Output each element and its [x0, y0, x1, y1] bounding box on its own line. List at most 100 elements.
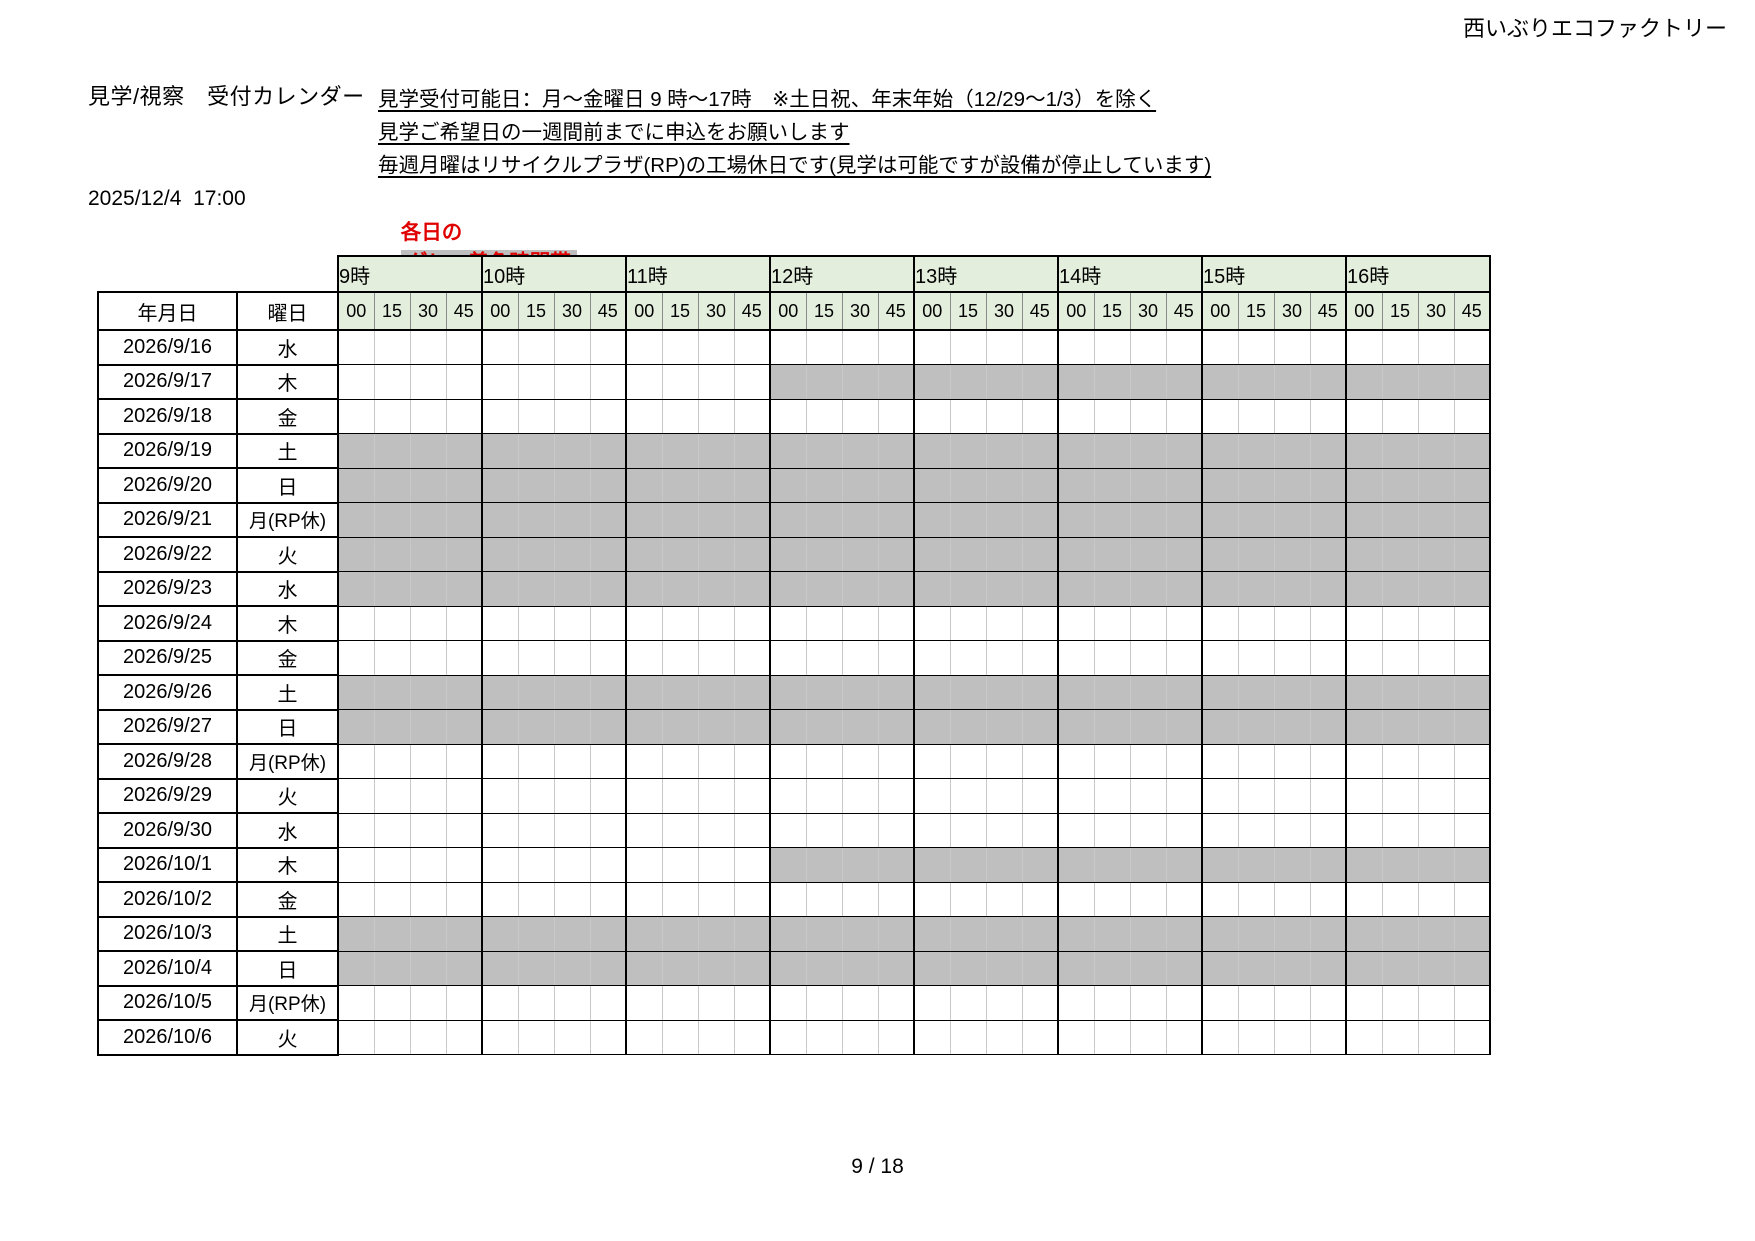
slot-cell-available[interactable]: [841, 881, 878, 917]
slot-cell-available[interactable]: [589, 1019, 626, 1055]
slot-cell-available[interactable]: [913, 985, 950, 1021]
slot-cell-available[interactable]: [1201, 812, 1238, 848]
slot-cell-available[interactable]: [877, 605, 914, 641]
slot-cell-available[interactable]: [553, 329, 590, 365]
slot-cell-available[interactable]: [517, 364, 554, 400]
slot-cell-available[interactable]: [1201, 778, 1238, 814]
slot-cell-available[interactable]: [949, 812, 986, 848]
slot-cell-available[interactable]: [1309, 812, 1346, 848]
slot-cell-available[interactable]: [877, 881, 914, 917]
slot-cell-available[interactable]: [1057, 881, 1094, 917]
slot-cell-available[interactable]: [661, 881, 698, 917]
slot-cell-available[interactable]: [517, 812, 554, 848]
slot-cell-available[interactable]: [1057, 640, 1094, 676]
slot-cell-available[interactable]: [661, 743, 698, 779]
slot-cell-available[interactable]: [1273, 605, 1310, 641]
slot-cell-available[interactable]: [553, 985, 590, 1021]
slot-cell-available[interactable]: [337, 605, 374, 641]
slot-cell-available[interactable]: [337, 640, 374, 676]
slot-cell-available[interactable]: [841, 743, 878, 779]
slot-cell-available[interactable]: [1129, 743, 1166, 779]
slot-cell-available[interactable]: [373, 605, 410, 641]
slot-cell-available[interactable]: [841, 778, 878, 814]
slot-cell-available[interactable]: [1345, 398, 1382, 434]
slot-cell-available[interactable]: [1381, 985, 1418, 1021]
slot-cell-available[interactable]: [697, 847, 734, 883]
slot-cell-available[interactable]: [1201, 605, 1238, 641]
slot-cell-available[interactable]: [625, 640, 662, 676]
slot-cell-available[interactable]: [985, 743, 1022, 779]
slot-cell-available[interactable]: [697, 778, 734, 814]
slot-cell-available[interactable]: [661, 985, 698, 1021]
slot-cell-available[interactable]: [1309, 778, 1346, 814]
slot-cell-available[interactable]: [337, 847, 374, 883]
slot-cell-available[interactable]: [733, 364, 770, 400]
slot-cell-available[interactable]: [769, 881, 806, 917]
slot-cell-available[interactable]: [1201, 329, 1238, 365]
slot-cell-available[interactable]: [877, 640, 914, 676]
slot-cell-available[interactable]: [553, 812, 590, 848]
slot-cell-available[interactable]: [373, 640, 410, 676]
slot-cell-available[interactable]: [697, 329, 734, 365]
slot-cell-available[interactable]: [1237, 743, 1274, 779]
slot-cell-available[interactable]: [625, 1019, 662, 1055]
slot-cell-available[interactable]: [481, 812, 518, 848]
slot-cell-available[interactable]: [697, 985, 734, 1021]
slot-cell-available[interactable]: [1381, 329, 1418, 365]
slot-cell-available[interactable]: [553, 398, 590, 434]
slot-cell-available[interactable]: [1021, 398, 1058, 434]
slot-cell-available[interactable]: [589, 881, 626, 917]
slot-cell-available[interactable]: [1129, 778, 1166, 814]
slot-cell-available[interactable]: [1057, 743, 1094, 779]
slot-cell-available[interactable]: [1345, 812, 1382, 848]
slot-cell-available[interactable]: [877, 398, 914, 434]
slot-cell-available[interactable]: [1057, 398, 1094, 434]
slot-cell-available[interactable]: [877, 329, 914, 365]
slot-cell-available[interactable]: [697, 812, 734, 848]
slot-cell-available[interactable]: [1021, 985, 1058, 1021]
slot-cell-available[interactable]: [661, 847, 698, 883]
slot-cell-available[interactable]: [445, 364, 482, 400]
slot-cell-available[interactable]: [1093, 881, 1130, 917]
slot-cell-available[interactable]: [337, 881, 374, 917]
slot-cell-available[interactable]: [1273, 881, 1310, 917]
slot-cell-available[interactable]: [805, 778, 842, 814]
slot-cell-available[interactable]: [409, 812, 446, 848]
slot-cell-available[interactable]: [1417, 605, 1454, 641]
slot-cell-available[interactable]: [1453, 1019, 1491, 1055]
slot-cell-available[interactable]: [517, 398, 554, 434]
slot-cell-available[interactable]: [481, 398, 518, 434]
slot-cell-available[interactable]: [517, 329, 554, 365]
slot-cell-available[interactable]: [337, 743, 374, 779]
slot-cell-available[interactable]: [661, 812, 698, 848]
slot-cell-available[interactable]: [1309, 329, 1346, 365]
slot-cell-available[interactable]: [517, 881, 554, 917]
slot-cell-available[interactable]: [1345, 778, 1382, 814]
slot-cell-available[interactable]: [697, 605, 734, 641]
slot-cell-available[interactable]: [877, 1019, 914, 1055]
slot-cell-available[interactable]: [553, 743, 590, 779]
slot-cell-available[interactable]: [697, 1019, 734, 1055]
slot-cell-available[interactable]: [949, 1019, 986, 1055]
slot-cell-available[interactable]: [445, 881, 482, 917]
slot-cell-available[interactable]: [877, 812, 914, 848]
slot-cell-available[interactable]: [1345, 640, 1382, 676]
slot-cell-available[interactable]: [949, 605, 986, 641]
slot-cell-available[interactable]: [1021, 329, 1058, 365]
slot-cell-available[interactable]: [769, 743, 806, 779]
slot-cell-available[interactable]: [1201, 1019, 1238, 1055]
slot-cell-available[interactable]: [661, 640, 698, 676]
slot-cell-available[interactable]: [589, 398, 626, 434]
slot-cell-available[interactable]: [625, 847, 662, 883]
slot-cell-available[interactable]: [805, 743, 842, 779]
slot-cell-available[interactable]: [1381, 743, 1418, 779]
slot-cell-available[interactable]: [1129, 605, 1166, 641]
slot-cell-available[interactable]: [1273, 640, 1310, 676]
slot-cell-available[interactable]: [481, 605, 518, 641]
slot-cell-available[interactable]: [1417, 743, 1454, 779]
slot-cell-available[interactable]: [1309, 1019, 1346, 1055]
slot-cell-available[interactable]: [373, 881, 410, 917]
slot-cell-available[interactable]: [481, 743, 518, 779]
slot-cell-available[interactable]: [1381, 881, 1418, 917]
slot-cell-available[interactable]: [373, 743, 410, 779]
